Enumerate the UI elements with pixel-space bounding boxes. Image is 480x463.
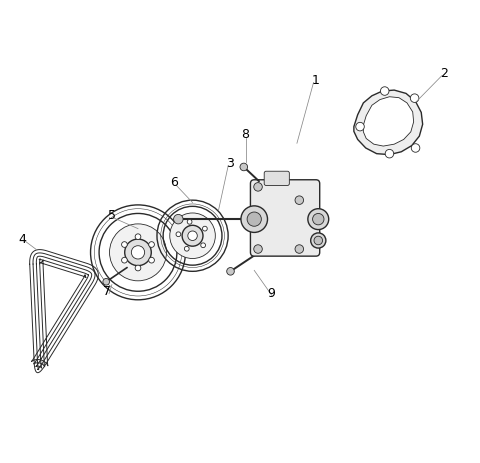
Circle shape: [314, 237, 323, 245]
Circle shape: [149, 258, 155, 263]
Circle shape: [125, 239, 151, 266]
Circle shape: [135, 234, 141, 240]
FancyBboxPatch shape: [264, 172, 289, 186]
Text: 4: 4: [19, 232, 27, 245]
Text: 6: 6: [169, 175, 178, 188]
Circle shape: [254, 183, 262, 192]
Text: 5: 5: [108, 208, 116, 221]
Circle shape: [312, 214, 324, 225]
Circle shape: [174, 215, 183, 225]
Circle shape: [132, 246, 144, 259]
Circle shape: [149, 242, 155, 248]
Circle shape: [203, 227, 207, 232]
Circle shape: [227, 268, 234, 275]
Text: 1: 1: [312, 74, 320, 87]
Circle shape: [240, 164, 248, 171]
Circle shape: [385, 150, 394, 159]
Circle shape: [103, 279, 109, 286]
Circle shape: [311, 233, 326, 249]
Circle shape: [241, 206, 267, 233]
Circle shape: [308, 209, 329, 230]
Circle shape: [254, 245, 262, 254]
Text: 7: 7: [103, 284, 111, 297]
Circle shape: [121, 242, 127, 248]
Polygon shape: [363, 98, 414, 147]
Text: 9: 9: [267, 287, 275, 300]
Circle shape: [187, 220, 192, 225]
Circle shape: [201, 244, 205, 248]
Circle shape: [410, 94, 419, 103]
Circle shape: [411, 144, 420, 153]
Circle shape: [170, 213, 216, 259]
Polygon shape: [354, 91, 423, 155]
Circle shape: [184, 247, 189, 251]
Text: 3: 3: [227, 156, 234, 169]
Circle shape: [295, 245, 303, 254]
Circle shape: [135, 266, 141, 271]
Circle shape: [176, 232, 181, 237]
Circle shape: [295, 196, 303, 205]
Circle shape: [121, 258, 127, 263]
Text: 8: 8: [241, 128, 249, 141]
Circle shape: [188, 232, 197, 241]
Circle shape: [182, 226, 203, 247]
Circle shape: [109, 225, 167, 281]
Circle shape: [247, 213, 261, 227]
Circle shape: [381, 88, 389, 96]
FancyBboxPatch shape: [251, 181, 320, 257]
Text: 2: 2: [440, 66, 448, 79]
Circle shape: [356, 123, 364, 131]
